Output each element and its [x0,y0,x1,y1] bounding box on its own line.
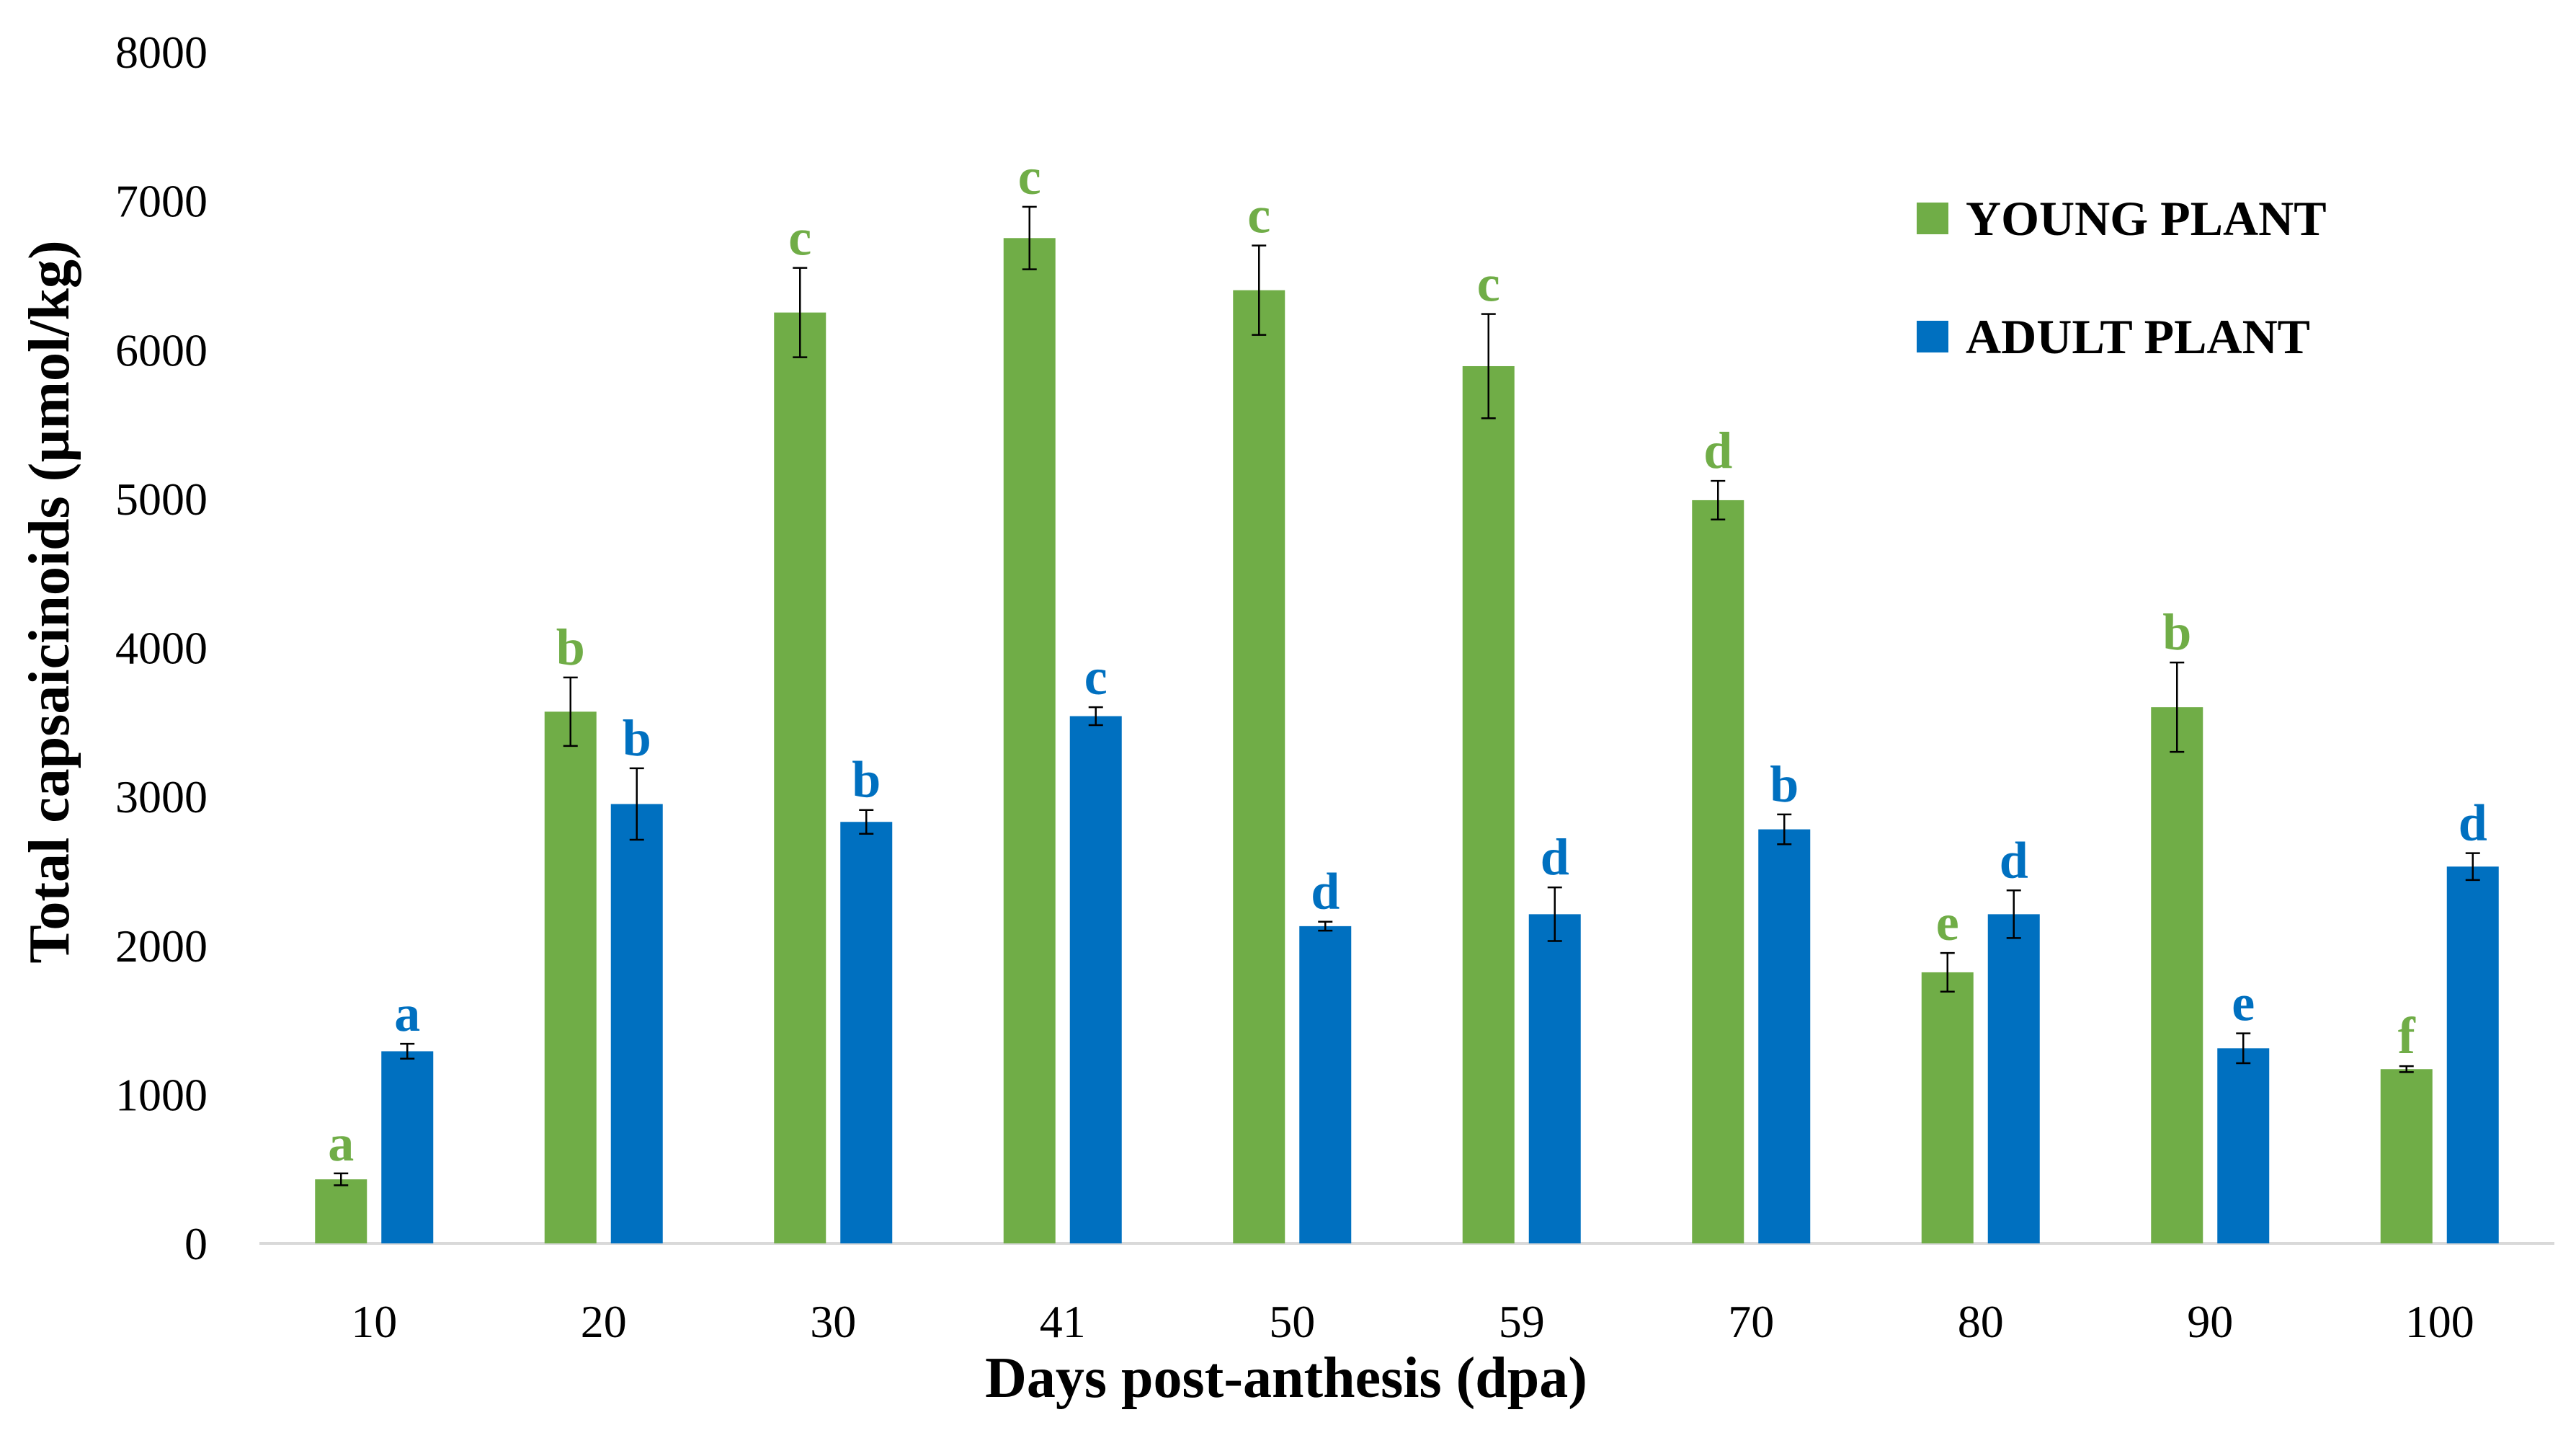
bar-adult-plant [1758,829,1811,1243]
x-tick-label: 70 [1728,1296,1774,1347]
x-axis-title: Days post-anthesis (dpa) [985,1346,1587,1410]
y-tick-label: 6000 [115,324,208,376]
bar-young-plant [1462,365,1515,1243]
significance-letter-young-plant: f [2398,1007,2416,1065]
x-tick-label: 10 [351,1296,397,1347]
y-tick-label: 2000 [115,920,208,972]
bar-adult-plant [1987,914,2040,1243]
bar-young-plant [1233,290,1285,1244]
y-axis-title: Total capsaicinoids (µmol/kg) [18,240,81,963]
legend-label-adult-plant: ADULT PLANT [1966,309,2310,364]
significance-letter-young-plant: b [556,618,585,676]
significance-letter-young-plant: c [1247,187,1270,244]
y-tick-label: 4000 [115,623,208,674]
bars-layer [315,238,2499,1244]
significance-letter-adult-plant: a [394,985,420,1042]
y-tick-label: 1000 [115,1069,208,1120]
significance-letter-young-plant: d [1703,422,1732,479]
bar-young-plant [1003,238,1056,1243]
bar-young-plant [544,711,597,1243]
x-tick-label: 20 [581,1296,627,1347]
bar-young-plant [315,1179,367,1243]
significance-letter-adult-plant: c [1084,648,1107,706]
x-tick-label: 100 [2405,1296,2474,1347]
bar-adult-plant [840,822,893,1243]
bar-young-plant [2151,707,2203,1243]
bar-adult-plant [1299,926,1352,1243]
legend-swatch-young-plant [1917,203,1948,234]
significance-letter-young-plant: c [1477,255,1500,313]
y-tick-label: 5000 [115,474,208,525]
y-tick-label: 3000 [115,771,208,822]
legend-label-young-plant: YOUNG PLANT [1966,191,2327,246]
y-tick-label: 8000 [115,27,208,78]
x-tick-label: 80 [1958,1296,2004,1347]
significance-letter-adult-plant: e [2232,975,2255,1032]
legend: YOUNG PLANT ADULT PLANT [1917,191,2327,364]
y-tick-label: 7000 [115,176,208,227]
bar-adult-plant [381,1051,434,1243]
significance-letter-adult-plant: b [1770,755,1799,813]
significance-letter-adult-plant: b [852,751,881,809]
x-tick-label: 41 [1040,1296,1086,1347]
significance-letter-adult-plant: d [2000,831,2028,889]
x-tick-label: 50 [1269,1296,1315,1347]
significance-letter-young-plant: c [1018,148,1041,205]
significance-letter-adult-plant: d [2459,794,2487,852]
x-tick-label: 90 [2187,1296,2233,1347]
bar-adult-plant [2217,1048,2270,1243]
legend-swatch-adult-plant [1917,321,1948,352]
significance-letter-adult-plant: d [1311,863,1340,920]
error-bars-layer [334,205,2480,1186]
bar-adult-plant [2446,866,2499,1243]
y-tick-label: 0 [184,1218,208,1269]
x-tick-label: 59 [1499,1296,1545,1347]
bar-adult-plant [1528,914,1581,1243]
bar-adult-plant [1069,716,1122,1243]
bar-young-plant [2380,1069,2433,1243]
bar-adult-plant [610,804,663,1243]
significance-letter-young-plant: e [1936,894,1959,951]
significance-letter-adult-plant: b [623,709,651,767]
y-axis-ticks: 0 1000 2000 3000 4000 5000 6000 7000 8000 [115,27,208,1269]
significance-letter-young-plant: c [788,209,811,267]
bar-young-plant [774,312,826,1243]
bar-young-plant [1921,972,1974,1243]
significance-letter-young-plant: a [328,1114,354,1172]
x-tick-label: 30 [810,1296,856,1347]
bar-young-plant [1692,500,1744,1244]
x-axis-ticks: 10 20 30 41 50 59 70 80 90 100 [351,1296,2474,1347]
significance-letter-adult-plant: d [1541,828,1569,886]
significance-letter-young-plant: b [2162,603,2191,661]
